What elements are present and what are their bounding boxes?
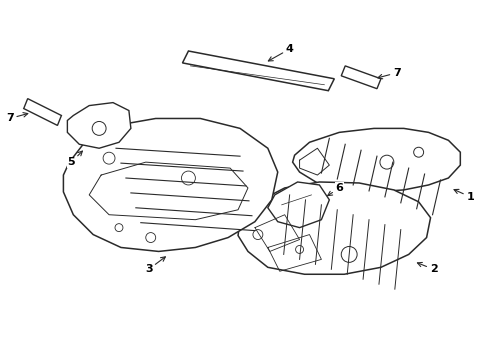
- Polygon shape: [24, 99, 61, 125]
- Polygon shape: [182, 51, 334, 91]
- Text: 7: 7: [6, 113, 28, 123]
- Polygon shape: [238, 182, 429, 274]
- Polygon shape: [341, 66, 380, 89]
- Text: 3: 3: [144, 257, 165, 274]
- Text: 7: 7: [377, 68, 400, 79]
- Text: 5: 5: [67, 151, 82, 167]
- Text: 6: 6: [327, 183, 343, 195]
- Polygon shape: [267, 182, 328, 228]
- Text: 2: 2: [417, 262, 436, 274]
- Text: 1: 1: [453, 189, 473, 202]
- Polygon shape: [67, 103, 131, 148]
- Text: 4: 4: [268, 44, 293, 61]
- Polygon shape: [292, 129, 459, 192]
- Polygon shape: [63, 118, 277, 251]
